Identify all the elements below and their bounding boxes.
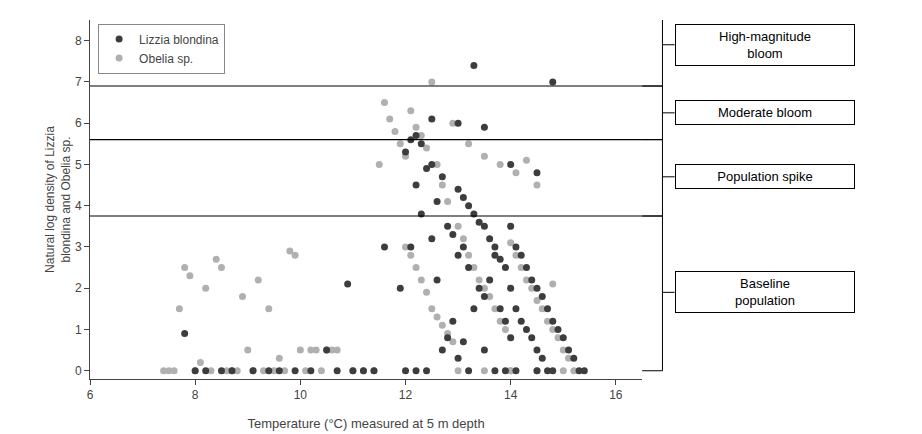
svg-text:8: 8 (75, 34, 82, 48)
svg-text:Baselinepopulation: Baselinepopulation (735, 276, 795, 308)
svg-text:6: 6 (87, 388, 94, 402)
svg-text:High-magnitudebloom: High-magnitudebloom (719, 29, 811, 61)
svg-text:3: 3 (75, 240, 82, 254)
svg-text:Lizzia blondina: Lizzia blondina (139, 33, 219, 47)
svg-text:Obelia sp.: Obelia sp. (139, 52, 193, 66)
svg-text:Temperature (°C) measured at 5: Temperature (°C) measured at 5 m depth (248, 416, 485, 431)
svg-text:8: 8 (192, 388, 199, 402)
svg-text:1: 1 (75, 323, 82, 337)
svg-text:16: 16 (609, 388, 623, 402)
svg-text:4: 4 (75, 199, 82, 213)
svg-text:10: 10 (294, 388, 308, 402)
svg-text:7: 7 (75, 75, 82, 89)
svg-text:Population spike: Population spike (717, 169, 812, 184)
svg-text:6: 6 (75, 116, 82, 130)
svg-text:14: 14 (504, 388, 518, 402)
svg-text:2: 2 (75, 281, 82, 295)
svg-text:5: 5 (75, 158, 82, 172)
svg-text:Natural log density of Lizziab: Natural log density of Lizziablondina an… (43, 126, 73, 273)
svg-text:Moderate bloom: Moderate bloom (718, 105, 812, 120)
svg-text:0: 0 (75, 364, 82, 378)
svg-text:12: 12 (399, 388, 413, 402)
